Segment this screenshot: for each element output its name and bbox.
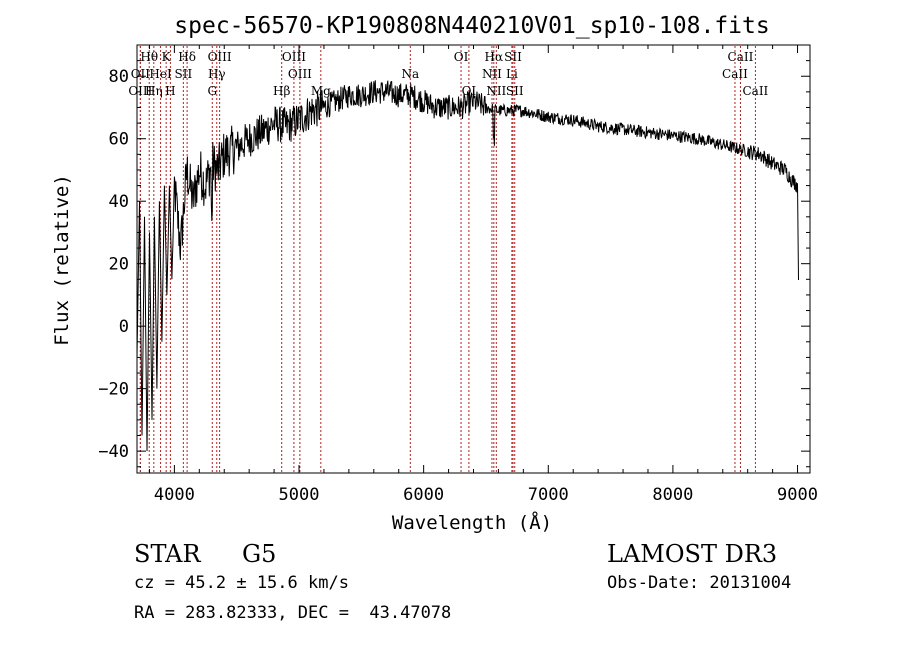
y-tick-label--20: −20 bbox=[98, 380, 129, 400]
redshift-cz: cz = 45.2 ± 15.6 km/s bbox=[134, 573, 349, 593]
y-axis-label: Flux (relative) bbox=[51, 174, 73, 346]
spectrum-chart: spec-56570-KP190808N440210V01_sp10-108.f… bbox=[51, 13, 818, 534]
object-subclass: G5 bbox=[242, 540, 277, 568]
line-label-10: HeI bbox=[149, 67, 172, 81]
line-label-0: Hθ bbox=[140, 50, 158, 64]
line-label-2: Hδ bbox=[178, 50, 196, 64]
spectrum-line bbox=[136, 80, 799, 452]
line-label-8: CaII bbox=[728, 50, 754, 64]
line-label-9: OII bbox=[131, 67, 151, 81]
observation-date: Obs-Date: 20131004 bbox=[607, 573, 792, 593]
line-label-27: CaII bbox=[742, 84, 768, 98]
object-class: STAR bbox=[134, 540, 201, 568]
x-tick-label-9000: 9000 bbox=[777, 485, 818, 505]
y-tick-label-20: 20 bbox=[109, 255, 129, 275]
y-tick-label-0: 0 bbox=[119, 317, 129, 337]
line-label-25: NII bbox=[486, 84, 506, 98]
line-label-18: OIII bbox=[128, 84, 152, 98]
ra-dec-coordinates: RA = 283.82333, DEC = 43.47078 bbox=[134, 603, 452, 623]
y-tick-label-80: 80 bbox=[109, 67, 129, 87]
line-label-1: K bbox=[162, 50, 172, 64]
line-label-17: CaII bbox=[722, 67, 748, 81]
x-tick-label-7000: 7000 bbox=[528, 485, 569, 505]
x-tick-label-5000: 5000 bbox=[279, 485, 320, 505]
line-label-21: G bbox=[207, 84, 217, 98]
line-label-5: OI bbox=[454, 50, 469, 64]
line-label-22: Hβ bbox=[273, 84, 290, 98]
line-label-24: OI bbox=[462, 84, 477, 98]
line-label-6: Hα bbox=[485, 50, 504, 64]
line-label-13: OIII bbox=[288, 67, 312, 81]
y-tick-label-60: 60 bbox=[109, 130, 129, 150]
chart-title: spec-56570-KP190808N440210V01_sp10-108.f… bbox=[174, 13, 769, 39]
line-label-14: Na bbox=[401, 67, 419, 81]
x-tick-label-4000: 4000 bbox=[154, 485, 195, 505]
survey-name: LAMOST DR3 bbox=[607, 540, 778, 568]
line-label-23: Mg bbox=[311, 84, 331, 98]
line-label-16: Li bbox=[506, 67, 518, 81]
y-axis: −40 −20 0 20 40 60 80 bbox=[98, 44, 810, 468]
y-tick-label-40: 40 bbox=[109, 192, 129, 212]
line-label-3: OIII bbox=[208, 50, 232, 64]
x-tick-label-8000: 8000 bbox=[652, 485, 693, 505]
line-label-19: Hη bbox=[145, 84, 163, 98]
x-axis: 4000 5000 6000 7000 8000 9000 bbox=[148, 45, 818, 505]
plot-frame bbox=[136, 44, 811, 474]
line-label-12: Hγ bbox=[208, 67, 226, 81]
line-label-15: NII bbox=[482, 67, 502, 81]
x-tick-label-6000: 6000 bbox=[403, 485, 444, 505]
line-label-7: SII bbox=[504, 50, 522, 64]
line-label-4: OIII bbox=[282, 50, 306, 64]
y-tick-label--40: −40 bbox=[98, 442, 129, 462]
line-label-26: SII bbox=[506, 84, 524, 98]
line-label-11: SII bbox=[175, 67, 193, 81]
line-label-20: H bbox=[165, 84, 175, 98]
x-axis-label: Wavelength (Å) bbox=[392, 511, 552, 534]
